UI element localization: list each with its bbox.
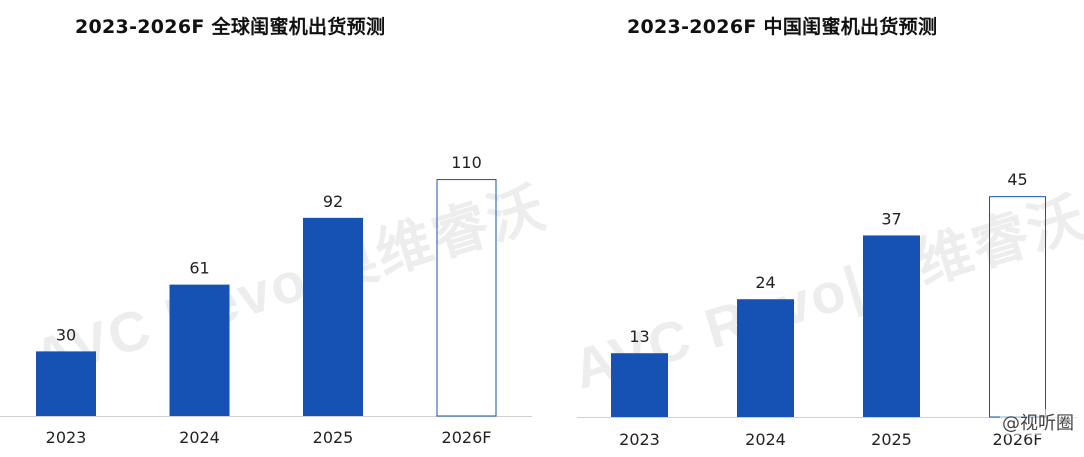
source-watermark: @视听圈 — [1000, 409, 1076, 435]
x-tick-label: 2023 — [46, 428, 87, 447]
bar — [611, 353, 668, 417]
data-label: 61 — [189, 259, 209, 278]
chart-title: 2023-2026F 中国闺蜜机出货预测 — [627, 16, 938, 38]
chart-title: 2023-2026F 全球闺蜜机出货预测 — [75, 16, 386, 38]
forecast-bar — [436, 179, 497, 417]
bar — [169, 284, 230, 416]
data-label: 45 — [1007, 170, 1027, 189]
forecast-bar — [989, 196, 1046, 418]
x-tick-label: 2023 — [619, 430, 660, 449]
x-tick-label: 2025 — [313, 428, 354, 447]
x-tick-label: 2025 — [871, 430, 912, 449]
bar — [863, 235, 920, 417]
bar — [737, 299, 794, 417]
x-tick-label: 2024 — [745, 430, 786, 449]
x-tick-label: 2026F — [442, 428, 492, 447]
x-tick-label: 2024 — [179, 428, 220, 447]
data-label: 24 — [755, 273, 775, 292]
data-label: 37 — [881, 209, 901, 228]
china-shipment-chart: 2023-2026F 中国闺蜜机出货预测 AVC Revo|奥维睿沃 13 202… — [542, 0, 1084, 457]
bar-plot: 30 2023 61 2024 92 2025 110 2026F — [0, 153, 532, 447]
data-label: 30 — [56, 325, 76, 344]
global-shipment-chart: 2023-2026F 全球闺蜜机出货预测 AVC Revo|奥维睿沃 30 202… — [0, 16, 553, 447]
data-label: 110 — [451, 153, 482, 172]
bar — [303, 217, 363, 416]
bar — [36, 351, 96, 416]
data-label: 13 — [629, 327, 649, 346]
data-label: 92 — [323, 192, 343, 211]
